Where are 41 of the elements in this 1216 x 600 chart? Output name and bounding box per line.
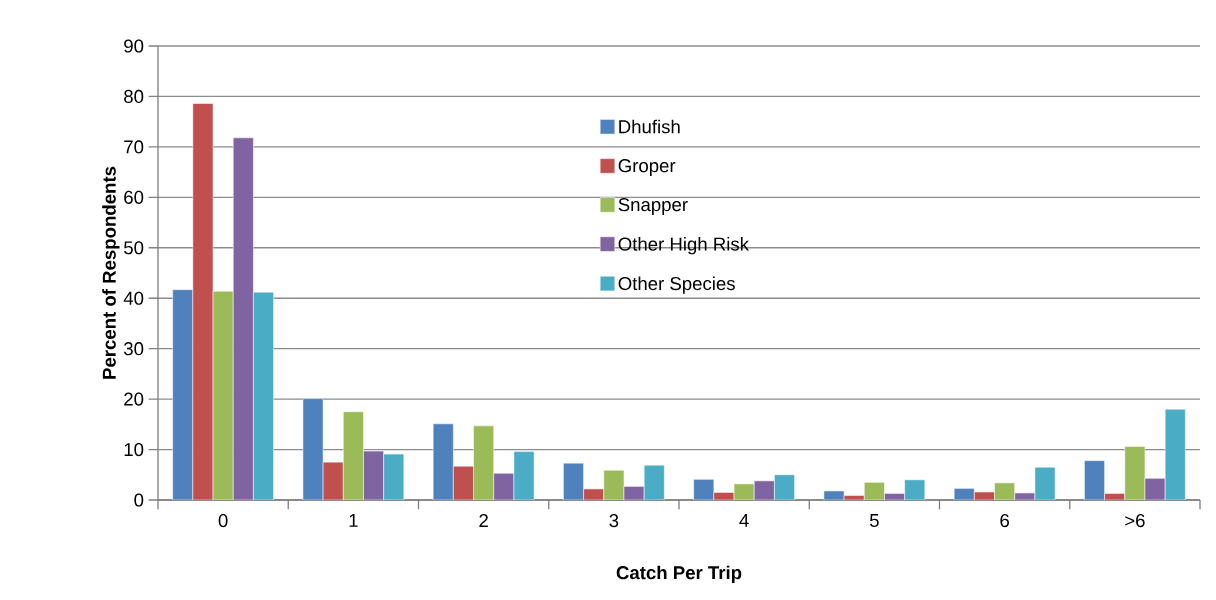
legend-label: Snapper: [618, 198, 688, 215]
bar: [363, 450, 384, 500]
y-tick-label: 60: [124, 190, 144, 204]
y-tick-label: 70: [124, 140, 144, 154]
x-tick-label: 2: [479, 514, 488, 528]
y-axis-title: Percent of Respondents: [102, 166, 120, 379]
y-tick-label: 10: [124, 442, 144, 457]
bar: [383, 453, 405, 500]
y-tick-label: 40: [123, 291, 144, 305]
bar: [253, 291, 274, 500]
x-axis-title: Catch Per Trip: [616, 565, 742, 583]
x-tick-label: 5: [869, 514, 879, 528]
bar: [1164, 408, 1186, 500]
legend-label: Other High Risk: [618, 237, 749, 255]
legend-label: Other Species: [618, 276, 735, 294]
bar: [322, 461, 344, 500]
y-tick-label: 50: [124, 241, 144, 255]
x-tick-label: 3: [609, 514, 619, 528]
bar: [1084, 460, 1105, 500]
x-tick-label: 4: [739, 514, 749, 527]
bar: [774, 474, 795, 500]
x-tick-label: 0: [218, 514, 228, 528]
x-tick-label: >6: [1125, 514, 1145, 528]
bar: [432, 423, 454, 500]
y-tick-label: 30: [124, 342, 144, 356]
bar: [473, 425, 494, 500]
legend-label: Dhufish: [619, 119, 680, 134]
y-tick-label: 0: [134, 493, 144, 507]
bar: [343, 411, 364, 500]
y-tick-label: 90: [124, 39, 144, 53]
y-tick-label: 20: [124, 392, 144, 406]
bar: [232, 137, 254, 500]
x-tick-label: 6: [1000, 514, 1009, 528]
bar: [1124, 446, 1146, 500]
bar: [172, 289, 194, 500]
y-tick-label: 80: [124, 89, 144, 104]
bar: [192, 103, 214, 500]
legend-label: Groper: [618, 159, 676, 176]
x-tick-label: 1: [349, 514, 358, 527]
bar: [212, 290, 234, 500]
bar: [563, 462, 584, 500]
